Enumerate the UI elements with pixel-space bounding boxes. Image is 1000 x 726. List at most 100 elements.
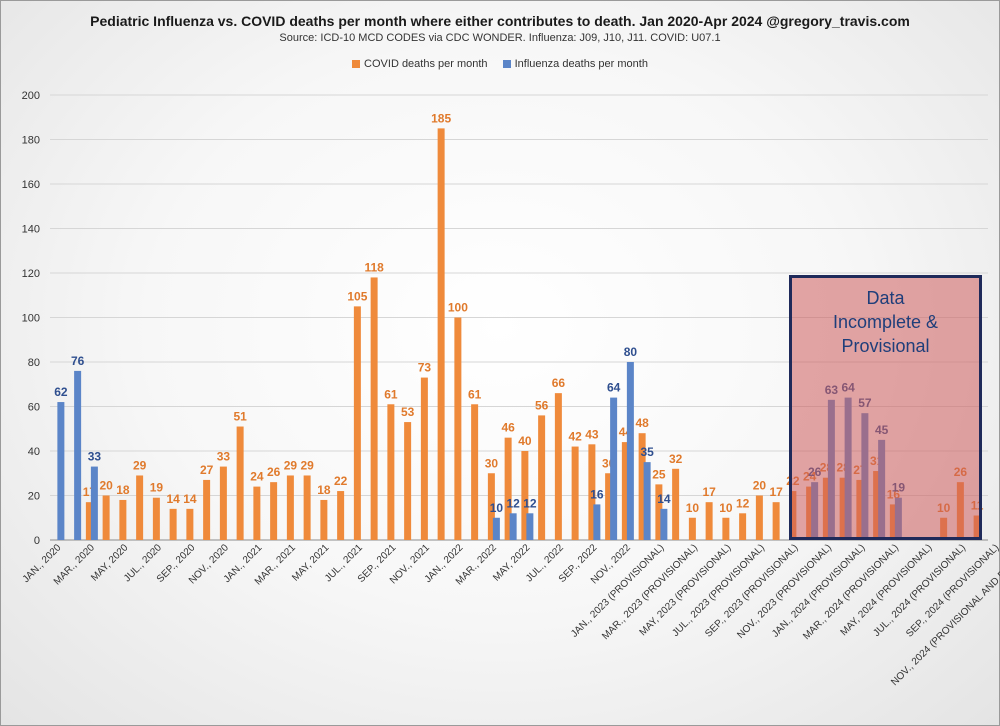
covid-data-label: 73 xyxy=(418,361,432,375)
flu-bar xyxy=(57,402,65,540)
covid-bar xyxy=(236,426,244,540)
covid-bar xyxy=(655,484,663,540)
covid-data-label: 25 xyxy=(652,467,666,481)
covid-data-label: 18 xyxy=(116,483,130,497)
provisional-data-note: Data Incomplete & Provisional xyxy=(832,288,939,356)
covid-bar xyxy=(454,317,462,540)
flu-bar xyxy=(74,370,82,540)
chart-title: Pediatric Influenza vs. COVID deaths per… xyxy=(90,13,910,29)
covid-data-label: 51 xyxy=(233,410,247,424)
covid-bar xyxy=(303,475,311,540)
covid-data-label: 118 xyxy=(364,260,384,274)
flu-data-label: 76 xyxy=(71,354,85,368)
y-tick-label: 200 xyxy=(22,90,40,102)
covid-data-label: 10 xyxy=(719,501,733,515)
covid-data-label: 33 xyxy=(217,450,231,464)
covid-data-label: 17 xyxy=(769,485,783,499)
covid-data-label: 56 xyxy=(535,398,549,412)
covid-bar xyxy=(119,499,127,540)
covid-data-label: 14 xyxy=(183,492,197,506)
covid-bar xyxy=(420,377,428,540)
flu-data-label: 10 xyxy=(490,501,504,515)
covid-data-label: 48 xyxy=(635,416,649,430)
flu-bar xyxy=(492,517,500,540)
covid-bar xyxy=(487,473,495,540)
flu-data-label: 35 xyxy=(640,445,654,459)
y-tick-label: 80 xyxy=(28,357,40,369)
covid-data-label: 17 xyxy=(702,485,716,499)
flu-data-label: 12 xyxy=(523,496,537,510)
covid-data-label: 18 xyxy=(317,483,331,497)
chart-subtitle: Source: ICD-10 MCD CODES via CDC WONDER.… xyxy=(279,32,721,44)
covid-bar xyxy=(688,517,696,540)
provisional-data-box: Data Incomplete & Provisional xyxy=(789,275,982,540)
legend-label-covid: COVID deaths per month xyxy=(364,58,488,70)
covid-data-label: 20 xyxy=(753,479,767,493)
covid-bar xyxy=(739,513,747,540)
legend-label-flu: Influenza deaths per month xyxy=(514,58,648,70)
y-tick-label: 160 xyxy=(22,179,40,191)
covid-data-label: 61 xyxy=(384,387,398,401)
chart-legend: COVID deaths per month Influenza deaths … xyxy=(0,58,1000,71)
legend-item-flu: Influenza deaths per month xyxy=(502,58,648,70)
flu-data-label: 14 xyxy=(657,492,671,506)
flu-data-label: 33 xyxy=(88,450,102,464)
covid-bar xyxy=(370,277,378,540)
flu-data-label: 62 xyxy=(54,385,68,399)
covid-bar xyxy=(722,517,730,540)
flu-bar xyxy=(626,362,634,540)
covid-bar xyxy=(152,497,160,540)
flu-bar xyxy=(643,462,651,540)
covid-bar xyxy=(85,502,93,540)
flu-bar xyxy=(660,508,668,540)
covid-data-label: 185 xyxy=(431,111,451,125)
covid-data-label: 19 xyxy=(150,481,164,495)
covid-bar xyxy=(621,442,629,540)
covid-data-label: 14 xyxy=(166,492,180,506)
y-tick-label: 180 xyxy=(22,135,40,147)
covid-bar xyxy=(605,473,613,540)
covid-data-label: 24 xyxy=(250,470,264,484)
covid-bar xyxy=(521,451,529,540)
covid-data-label: 105 xyxy=(347,289,367,303)
covid-data-label: 27 xyxy=(200,463,214,477)
covid-bar xyxy=(571,446,579,540)
covid-data-label: 29 xyxy=(133,458,147,472)
y-tick-label: 20 xyxy=(28,491,40,503)
covid-bar xyxy=(672,468,680,540)
covid-bar xyxy=(554,393,562,540)
covid-bar xyxy=(588,444,596,540)
flu-data-label: 12 xyxy=(506,496,520,510)
covid-bar xyxy=(437,128,445,540)
flu-bar xyxy=(610,397,618,540)
flu-data-label: 16 xyxy=(590,487,604,501)
covid-data-label: 61 xyxy=(468,387,482,401)
covid-bar xyxy=(186,508,194,540)
covid-bar xyxy=(638,433,646,540)
covid-bar xyxy=(219,466,227,540)
covid-data-label: 22 xyxy=(334,474,348,488)
flu-bar xyxy=(90,466,98,540)
y-tick-label: 40 xyxy=(28,446,40,458)
covid-bar xyxy=(286,475,294,540)
covid-bar xyxy=(705,502,713,540)
covid-bar xyxy=(169,508,177,540)
covid-bar xyxy=(755,495,763,540)
covid-data-label: 66 xyxy=(552,376,566,390)
y-tick-label: 120 xyxy=(22,268,40,280)
covid-bar xyxy=(387,404,395,540)
y-tick-label: 60 xyxy=(28,402,40,414)
covid-bar xyxy=(538,415,546,540)
covid-bar xyxy=(136,475,144,540)
covid-bar xyxy=(102,495,110,540)
flu-data-label: 80 xyxy=(624,345,638,359)
covid-data-label: 40 xyxy=(518,434,532,448)
y-tick-label: 0 xyxy=(34,535,40,547)
covid-data-label: 10 xyxy=(686,501,700,515)
covid-data-label: 32 xyxy=(669,452,683,466)
covid-data-label: 42 xyxy=(568,430,582,444)
covid-bar xyxy=(203,479,211,540)
covid-data-label: 46 xyxy=(501,421,515,435)
flu-bar xyxy=(526,513,534,540)
covid-bar xyxy=(253,486,261,540)
